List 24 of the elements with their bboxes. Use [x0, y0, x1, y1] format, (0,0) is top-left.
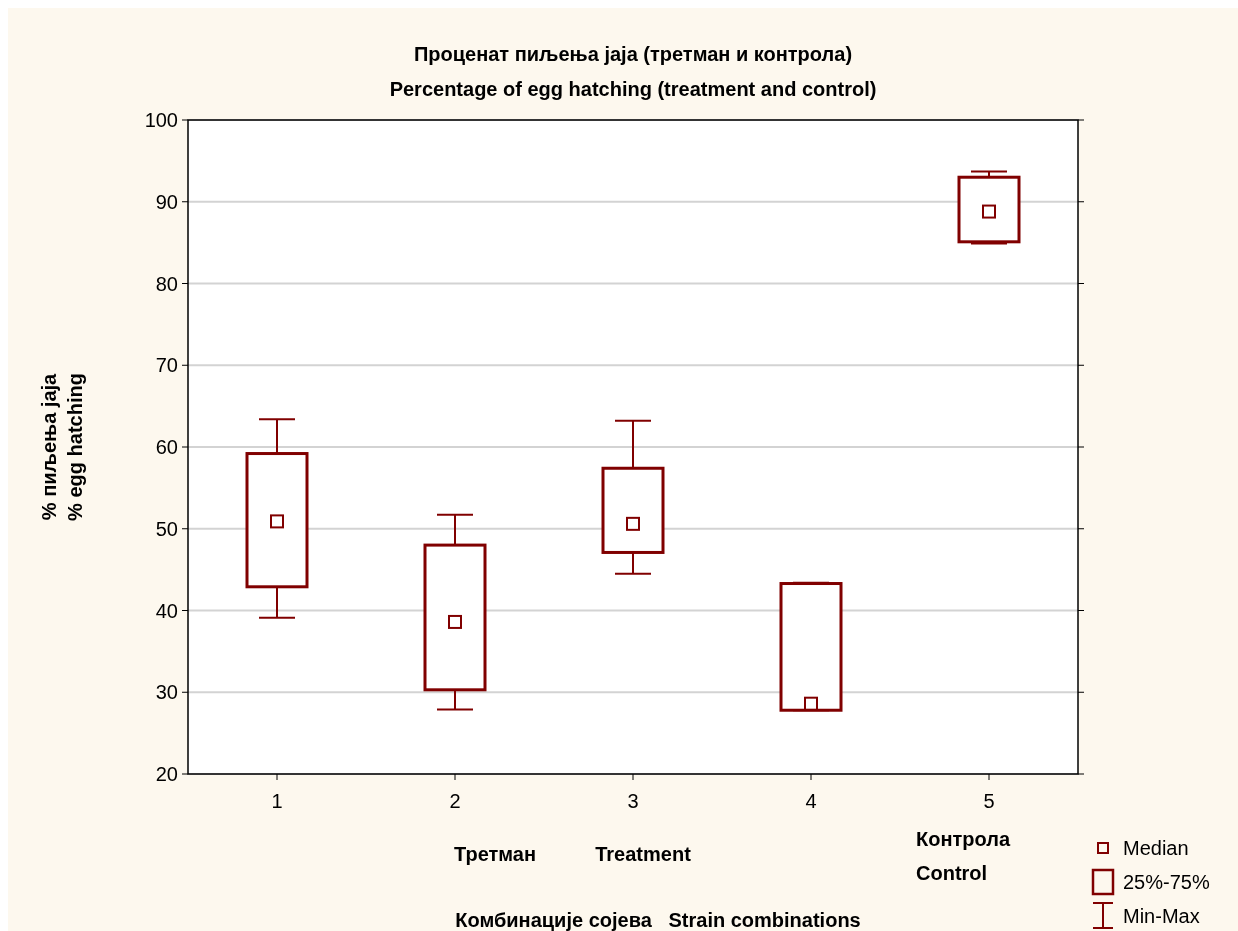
y-tick-label: 100 [144, 109, 178, 131]
y-tick-label: 60 [155, 436, 178, 458]
x-tick-label: 5 [983, 790, 995, 812]
y-tick-label: 20 [155, 763, 178, 785]
text: Третман [453, 843, 537, 865]
x-tick-label: 2 [449, 790, 461, 812]
x-tick-label: 3 [627, 790, 639, 812]
x-axis-title: Комбинације сојева Strain combinations [455, 909, 861, 931]
text: Treatment [595, 843, 692, 865]
y-tick-label: 40 [155, 599, 178, 622]
x-tick-label: 4 [805, 790, 817, 812]
text: Median [1123, 837, 1189, 859]
y-tick-label: 50 [155, 517, 178, 540]
y-tick-label: 80 [155, 272, 178, 295]
chart-title: Проценат пиљења јаја (третман и контрола) [413, 43, 853, 65]
y-tick-label: 70 [155, 354, 178, 377]
y-tick-label: 90 [155, 190, 178, 213]
text: Контрола Control [916, 828, 1011, 884]
y-tick-label: 30 [155, 681, 178, 704]
text: 25%-75% [1123, 871, 1210, 893]
chart-subtitle: Percentage of egg hatching (treatment and control) [389, 78, 877, 100]
x-tick-label: 1 [271, 790, 283, 812]
y-axis-title: % пиљења јаја % egg hatching [38, 372, 86, 521]
text: Min-Max [1123, 905, 1200, 927]
